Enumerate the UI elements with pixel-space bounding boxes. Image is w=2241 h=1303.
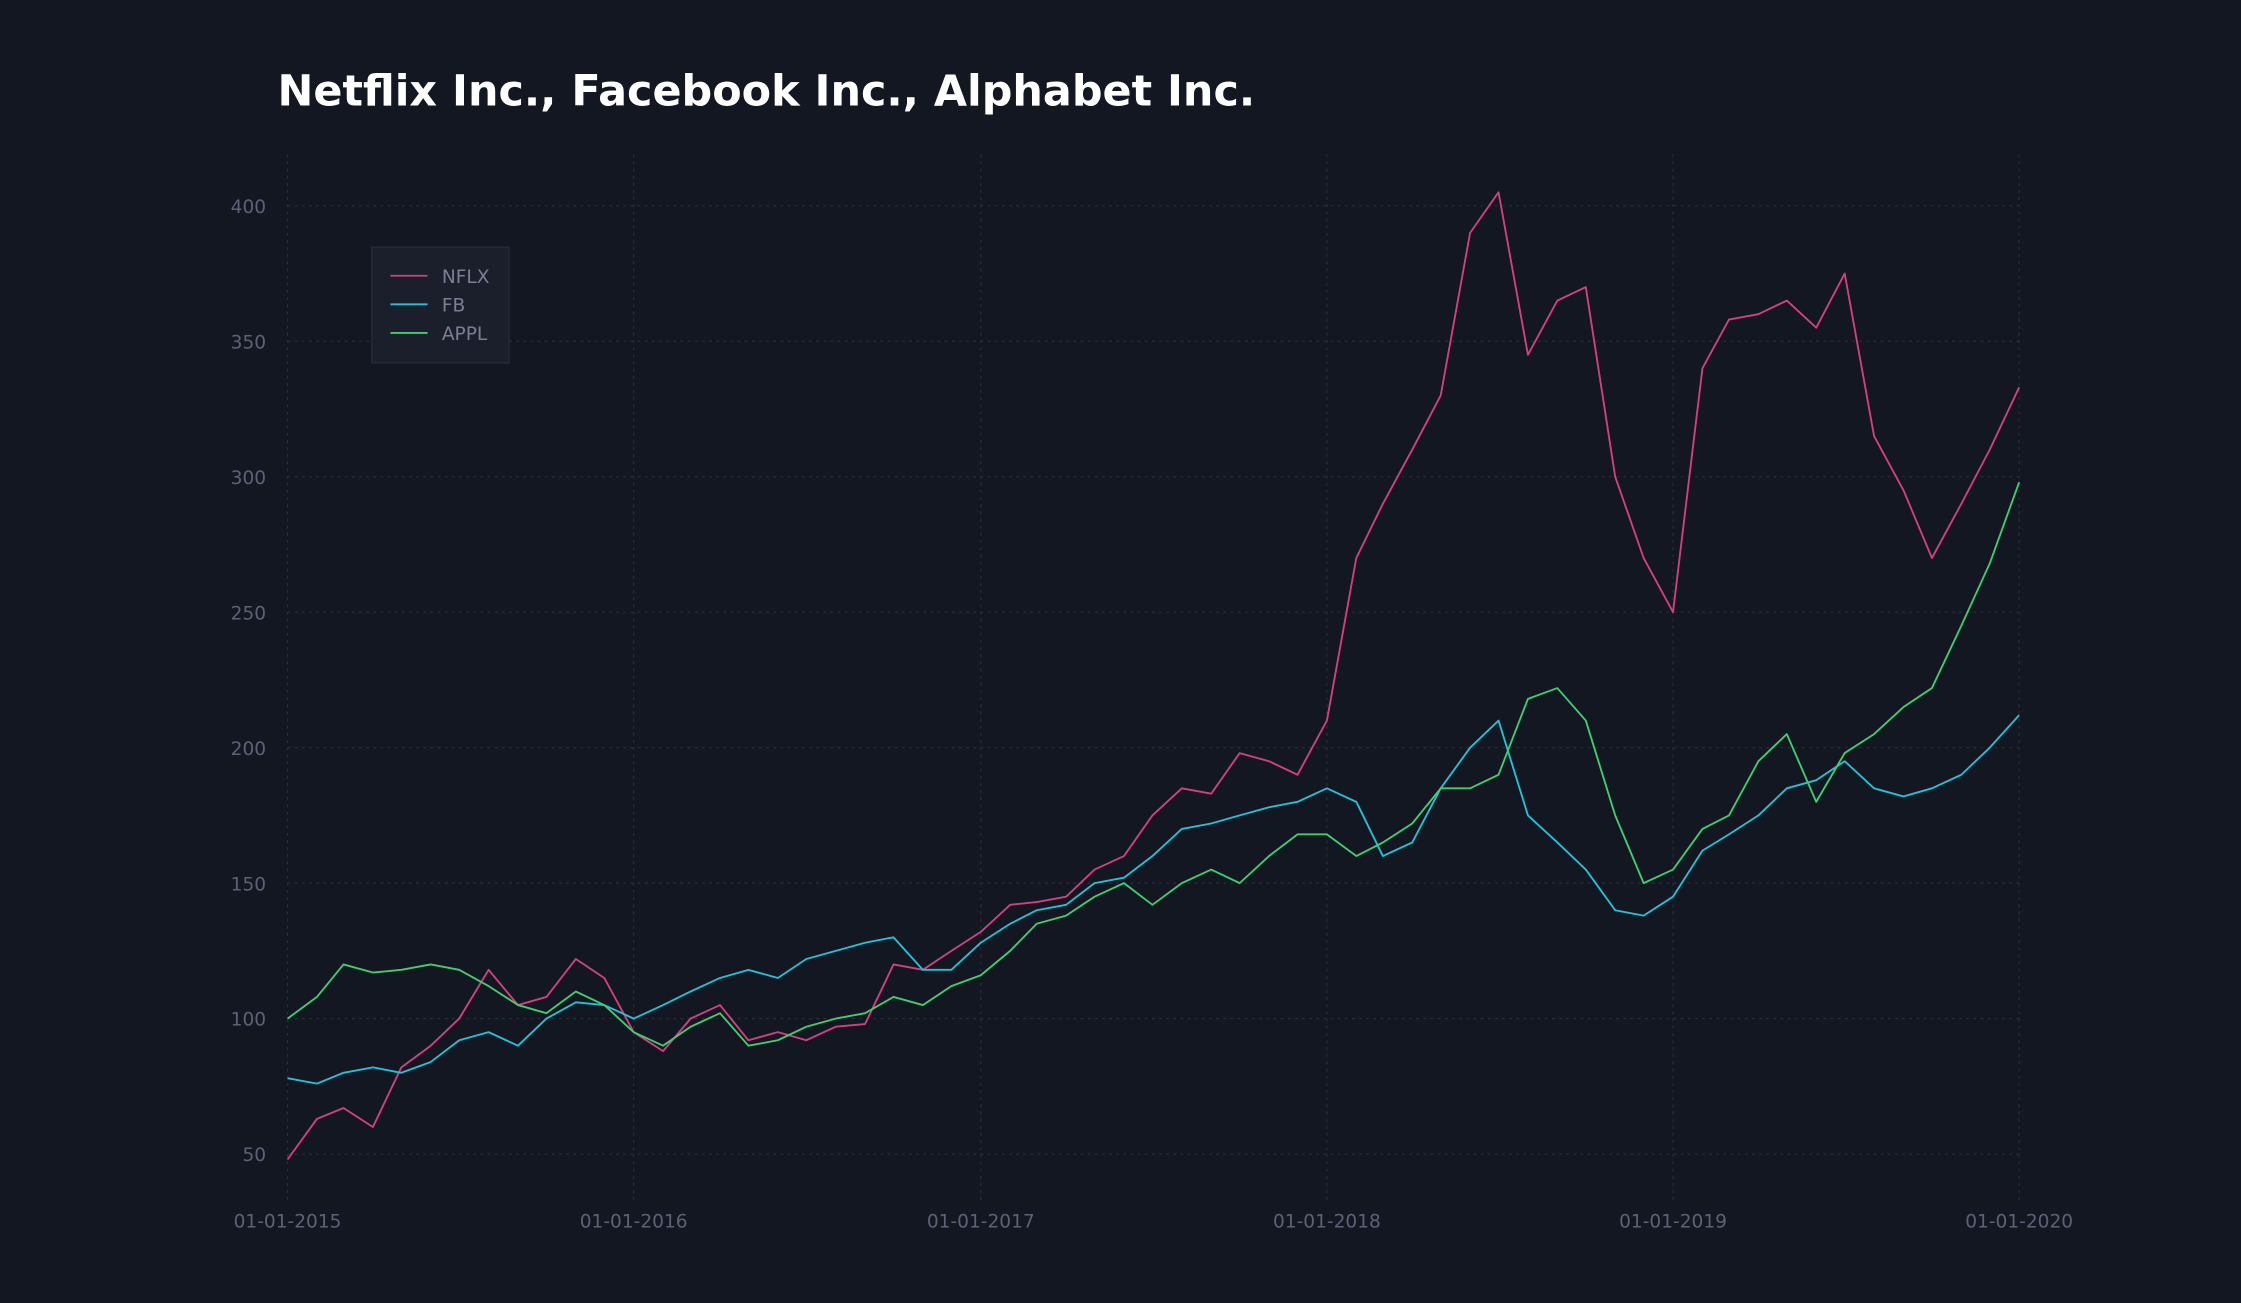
y-tick-label: 150 bbox=[231, 874, 266, 895]
x-tick-label: 01-01-2015 bbox=[234, 1211, 342, 1232]
y-tick-label: 250 bbox=[231, 603, 266, 624]
y-tick-label: 400 bbox=[231, 197, 266, 218]
series-line bbox=[287, 481, 2021, 1047]
legend-label: NFLX bbox=[442, 267, 490, 288]
series-line bbox=[287, 714, 2020, 1085]
x-tick-label: 01-01-2018 bbox=[1273, 1211, 1381, 1232]
legend-label: FB bbox=[442, 295, 465, 316]
y-tick-label: 100 bbox=[231, 1010, 266, 1031]
x-tick-label: 01-01-2020 bbox=[1965, 1211, 2073, 1232]
series-line bbox=[286, 191, 2021, 1161]
y-tick-label: 350 bbox=[231, 332, 266, 353]
x-tick-label: 01-01-2017 bbox=[927, 1211, 1035, 1232]
legend-label: APPL bbox=[442, 324, 488, 345]
y-tick-label: 300 bbox=[231, 468, 266, 489]
chart-title: Netflix Inc., Facebook Inc., Alphabet In… bbox=[278, 67, 1256, 117]
y-tick-label: 50 bbox=[242, 1145, 266, 1166]
x-tick-label: 01-01-2016 bbox=[580, 1211, 688, 1232]
y-tick-label: 200 bbox=[231, 739, 266, 760]
x-tick-label: 01-01-2019 bbox=[1619, 1211, 1727, 1232]
